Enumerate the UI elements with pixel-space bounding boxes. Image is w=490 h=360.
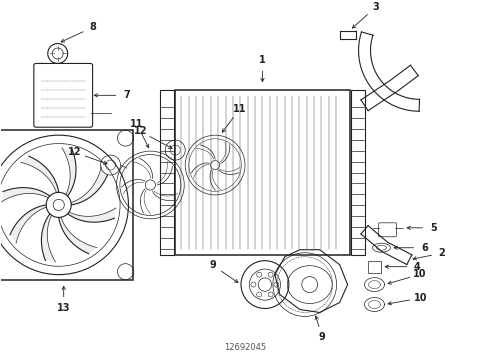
Polygon shape [10,205,47,243]
Text: 2: 2 [439,248,445,258]
Bar [160,90,174,255]
Bar [0,130,133,280]
Text: 4: 4 [414,262,421,272]
Bar [350,90,365,255]
Polygon shape [1,188,50,202]
Text: 8: 8 [89,22,96,32]
Text: 9: 9 [318,332,325,342]
Text: 11: 11 [130,119,144,129]
Circle shape [146,180,155,190]
Polygon shape [21,156,59,193]
Text: 12: 12 [69,147,82,157]
Text: 7: 7 [123,90,130,100]
Text: 9: 9 [209,260,216,270]
Text: 10: 10 [414,293,427,303]
Text: 13: 13 [57,302,71,312]
Text: 5: 5 [430,223,437,233]
Text: 12692045: 12692045 [224,343,266,352]
Circle shape [46,192,71,217]
Polygon shape [42,214,55,262]
Circle shape [211,161,220,170]
Polygon shape [68,208,116,222]
Text: 12: 12 [134,126,147,136]
Text: 11: 11 [233,104,246,114]
Polygon shape [71,167,107,205]
Text: 10: 10 [413,269,427,279]
Bar [368,261,382,273]
Circle shape [53,199,64,211]
Polygon shape [59,217,97,254]
Text: 3: 3 [372,2,379,12]
Bar [175,90,349,255]
Polygon shape [62,148,76,196]
Text: 6: 6 [421,243,428,253]
Text: 1: 1 [259,55,266,66]
